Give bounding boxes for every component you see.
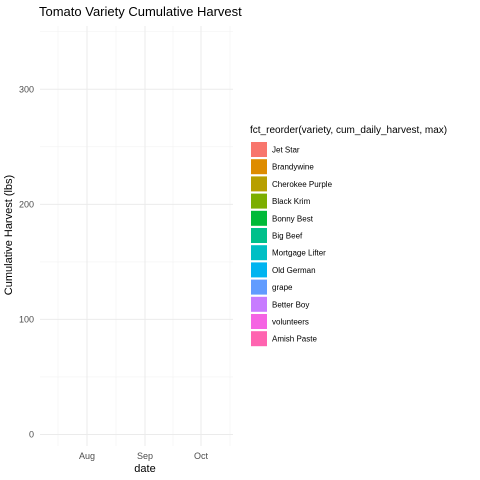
legend-label: Brandywine: [272, 163, 314, 172]
legend-key: [251, 228, 267, 243]
legend-key: [251, 159, 267, 175]
major-gridlines: [40, 26, 233, 446]
x-axis-title: date: [134, 463, 155, 475]
legend-item: Big Beef: [251, 228, 303, 243]
x-tick-label: Oct: [194, 451, 209, 461]
legend-item: Amish Paste: [251, 331, 317, 347]
legend-label: volunteers: [272, 318, 309, 327]
legend-label: Jet Star: [272, 146, 300, 155]
legend-item: Brandywine: [251, 159, 314, 175]
legend-key: [251, 262, 267, 278]
legend-label: grape: [272, 283, 293, 292]
plot-panel: [40, 26, 233, 446]
legend-item: grape: [251, 279, 293, 295]
legend-item: Bonny Best: [251, 210, 314, 226]
legend-key: [251, 193, 267, 209]
x-tick-label: Aug: [79, 451, 95, 461]
legend-item: Better Boy: [251, 296, 309, 312]
minor-gridlines: [40, 26, 233, 446]
legend-label: Bonny Best: [272, 214, 314, 223]
y-tick-label: 200: [19, 199, 34, 209]
legend-title: fct_reorder(variety, cum_daily_harvest, …: [250, 125, 447, 136]
legend-item: Cherokee Purple: [251, 176, 333, 192]
y-axis-tick-labels: 0 100 200 300: [19, 84, 34, 439]
y-tick-label: 0: [29, 429, 34, 439]
legend-key: [251, 296, 267, 312]
x-axis-tick-labels: Aug Sep Oct: [79, 451, 209, 461]
y-tick-label: 100: [19, 314, 34, 324]
legend-key: [251, 314, 267, 329]
legend-label: Better Boy: [272, 300, 309, 309]
legend: fct_reorder(variety, cum_daily_harvest, …: [250, 125, 447, 347]
legend-key: [251, 176, 267, 192]
legend-item: Black Krim: [251, 193, 311, 209]
legend-item: Jet Star: [251, 142, 300, 157]
legend-label: Cherokee Purple: [272, 180, 333, 189]
legend-label: Mortgage Lifter: [272, 249, 326, 258]
legend-item: Mortgage Lifter: [251, 245, 326, 261]
legend-key: [251, 279, 267, 295]
chart-title: Tomato Variety Cumulative Harvest: [39, 4, 242, 19]
legend-items: Jet Star Brandywine Cherokee Purple Black K…: [251, 142, 333, 347]
y-axis-title: Cumulative Harvest (lbs): [3, 175, 15, 295]
legend-label: Amish Paste: [272, 335, 317, 344]
legend-key: [251, 245, 267, 261]
legend-item: Old German: [251, 262, 316, 278]
legend-key: [251, 142, 267, 157]
x-tick-label: Sep: [137, 451, 153, 461]
legend-item: volunteers: [251, 314, 309, 329]
legend-label: Black Krim: [272, 197, 311, 206]
legend-key: [251, 331, 267, 347]
legend-key: [251, 210, 267, 226]
legend-label: Big Beef: [272, 232, 303, 241]
y-tick-label: 300: [19, 84, 34, 94]
legend-label: Old German: [272, 266, 316, 275]
